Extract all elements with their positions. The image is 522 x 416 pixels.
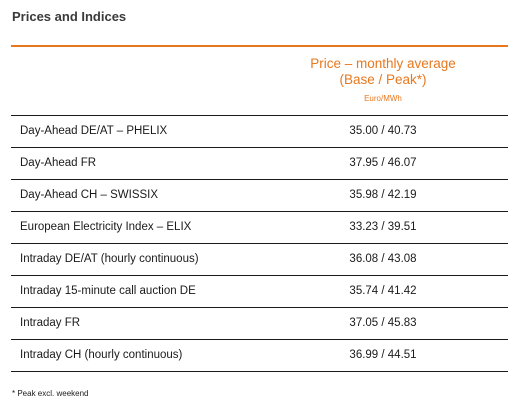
header-line-2: (Base / Peak*) [339,72,427,87]
row-label: Day-Ahead FR [20,157,97,169]
table-row: Day-Ahead CH – SWISSIX 35.98 / 42.19 [11,179,508,211]
header-unit: Euro/MWh [364,94,402,103]
row-value: 35.98 / 42.19 [349,189,417,201]
row-label: European Electricity Index – ELIX [20,221,192,233]
footnote: * Peak excl. weekend [12,389,89,398]
price-table: Day-Ahead DE/AT – PHELIX 35.00 / 40.73 D… [11,115,508,372]
page-title: Prices and Indices [12,9,127,24]
row-value: 33.23 / 39.51 [349,221,417,233]
table-row: European Electricity Index – ELIX 33.23 … [11,211,508,243]
row-value: 37.95 / 46.07 [349,157,417,169]
table-row: Day-Ahead FR 37.95 / 46.07 [11,147,508,179]
row-value: 36.08 / 43.08 [349,253,417,265]
row-label: Intraday FR [20,317,81,329]
price-column-header: Price – monthly average (Base / Peak*) E… [258,56,508,103]
table-row: Intraday DE/AT (hourly continuous) 36.08… [11,243,508,275]
table-row: Intraday 15-minute call auction DE 35.74… [11,275,508,307]
row-label: Intraday DE/AT (hourly continuous) [20,253,199,265]
row-label: Intraday 15-minute call auction DE [20,285,196,297]
row-value: 35.00 / 40.73 [349,125,417,137]
table-row: Day-Ahead DE/AT – PHELIX 35.00 / 40.73 [11,115,508,147]
row-value: 35.74 / 41.42 [349,285,417,297]
header-line-1: Price – monthly average [310,56,456,71]
row-label: Day-Ahead CH – SWISSIX [20,189,159,201]
table-row: Intraday FR 37.05 / 45.83 [11,307,508,339]
row-label: Day-Ahead DE/AT – PHELIX [20,125,168,137]
title-divider [11,45,508,47]
table-row: Intraday CH (hourly continuous) 36.99 / … [11,339,508,372]
row-value: 36.99 / 44.51 [349,349,417,361]
row-value: 37.05 / 45.83 [349,317,417,329]
row-label: Intraday CH (hourly continuous) [20,349,183,361]
